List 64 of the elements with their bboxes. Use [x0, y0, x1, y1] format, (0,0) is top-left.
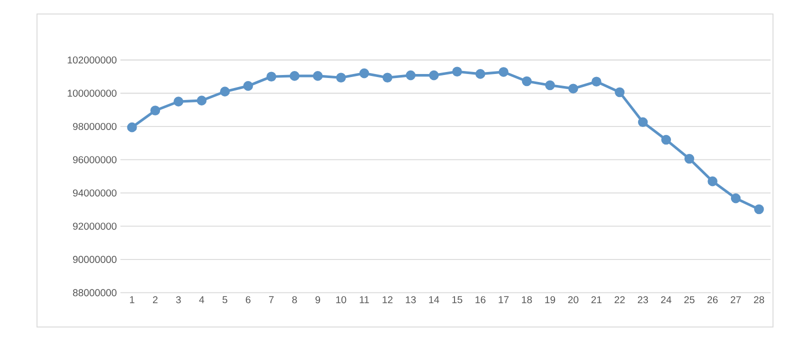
point [312, 71, 323, 81]
y-tick-label: 90000000 [73, 256, 116, 263]
x-tick-label: 14 [429, 296, 440, 304]
point [336, 72, 346, 83]
point [127, 122, 137, 132]
point [638, 117, 648, 128]
point [754, 204, 764, 214]
y-tick-label: 92000000 [73, 222, 116, 230]
x-tick-label: 9 [315, 296, 320, 304]
x-tick-label: 27 [730, 296, 741, 304]
point [498, 67, 508, 77]
point [452, 66, 462, 77]
point [243, 81, 254, 91]
x-tick-label: 5 [222, 296, 228, 304]
x-tick-label: 4 [199, 296, 204, 304]
x-tick-label: 13 [406, 296, 416, 304]
point [429, 70, 439, 80]
x-tick-label: 25 [684, 296, 694, 304]
point [684, 154, 694, 164]
y-tick-label: 94000000 [73, 189, 116, 196]
point [359, 68, 370, 78]
point [568, 84, 578, 94]
point [522, 76, 532, 86]
point [382, 72, 392, 83]
x-tick-label: 10 [336, 296, 346, 304]
x-tick-label: 2 [152, 296, 158, 304]
x-tick-label: 19 [545, 296, 556, 304]
point [730, 193, 741, 204]
point [661, 134, 672, 145]
x-tick-label: 1 [130, 296, 134, 304]
y-tick-label: 100000000 [68, 90, 116, 97]
x-tick-label: 22 [614, 296, 625, 304]
x-tick-label: 26 [708, 296, 718, 304]
point [592, 76, 602, 87]
x-tick-label: 23 [638, 296, 648, 304]
x-tick-label: 8 [292, 296, 297, 304]
point [708, 176, 718, 186]
x-tick-label: 18 [522, 296, 532, 304]
y-tick-label: 96000000 [73, 156, 116, 164]
point [174, 96, 184, 106]
x-tick-label: 16 [476, 296, 486, 304]
point [290, 71, 300, 81]
point [266, 72, 276, 82]
x-tick-label: 21 [591, 296, 602, 304]
x-tick-label: 6 [246, 296, 250, 304]
x-tick-label: 15 [452, 296, 462, 304]
x-tick-label: 24 [661, 296, 672, 304]
point [220, 86, 230, 96]
x-tick-label: 17 [498, 296, 509, 304]
point [614, 87, 625, 98]
point [475, 69, 486, 79]
point [545, 80, 555, 90]
point [406, 70, 416, 80]
x-tick-label: 12 [382, 296, 392, 304]
x-tick-label: 28 [754, 296, 764, 304]
point [150, 106, 160, 116]
x-tick-label: 11 [360, 296, 369, 304]
y-tick-label: 98000000 [73, 122, 116, 130]
x-tick-label: 3 [176, 296, 181, 304]
x-tick-label: 7 [269, 296, 274, 304]
y-tick-label: 102000000 [68, 56, 116, 64]
x-tick-label: 20 [568, 296, 578, 304]
point [196, 96, 207, 106]
y-tick-label: 88000000 [73, 289, 116, 296]
